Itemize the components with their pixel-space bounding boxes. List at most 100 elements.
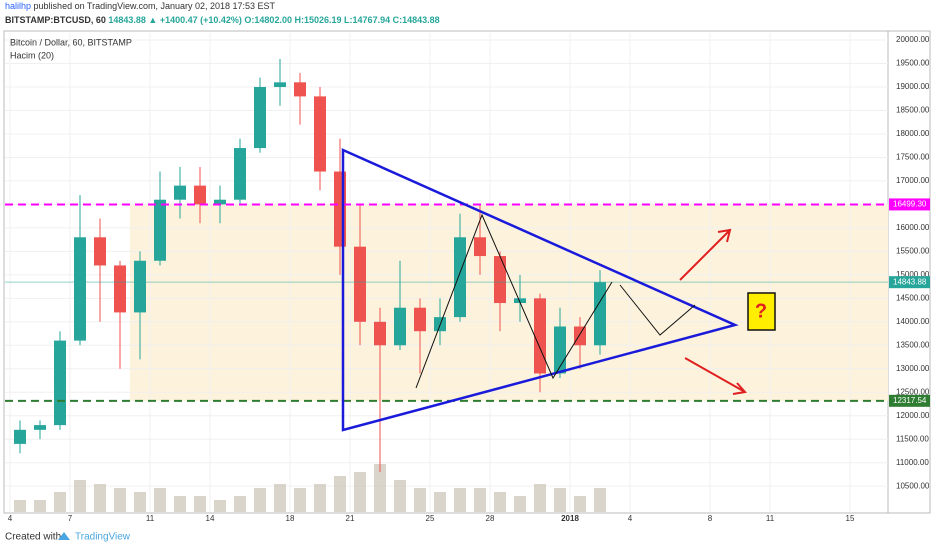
level-tag xyxy=(889,276,930,289)
volume-bar xyxy=(234,496,246,512)
y-tick-label: 12500.00 xyxy=(896,387,930,396)
volume-bar xyxy=(454,488,466,512)
volume-bar xyxy=(194,496,206,512)
candle-body xyxy=(234,148,246,200)
volume-bar xyxy=(414,488,426,512)
volume-bar xyxy=(354,472,366,512)
volume-bar xyxy=(214,500,226,512)
quote-line: BITSTAMP:BTCUSD, 60 14843.88 ▲ +1400.47 … xyxy=(5,15,440,25)
candle-body xyxy=(534,298,546,374)
level-label: 14843.88 xyxy=(893,277,927,286)
candle-body xyxy=(574,326,586,346)
candle-body xyxy=(14,429,26,444)
candle-body xyxy=(154,199,166,261)
y-tick-label: 10500.00 xyxy=(896,481,930,490)
volume-bar xyxy=(54,492,66,512)
candle-body xyxy=(314,96,326,172)
triangle xyxy=(341,148,739,432)
low: L:14767.94 xyxy=(344,15,390,25)
volume-bar xyxy=(154,488,166,512)
volume-bar xyxy=(14,500,26,512)
y-tick-label: 13000.00 xyxy=(896,364,930,373)
volume-bar xyxy=(174,496,186,512)
x-tick-label: 25 xyxy=(426,514,435,523)
level-label: 12317.54 xyxy=(893,396,927,405)
logo xyxy=(58,532,70,540)
y-tick-label: 18000.00 xyxy=(896,129,930,138)
symbol: BITSTAMP:BTCUSD, 60 xyxy=(5,15,106,25)
level-label: 16499.30 xyxy=(893,200,927,209)
projection-arrow xyxy=(619,284,696,336)
volume-bar xyxy=(94,484,106,512)
volume-bar xyxy=(294,488,306,512)
y-tick-label: 11500.00 xyxy=(896,434,929,443)
volume-bar xyxy=(314,484,326,512)
up-arrow-head xyxy=(717,228,732,243)
candle-body xyxy=(454,237,466,318)
volume-bar xyxy=(594,488,606,512)
y-tick-label: 19500.00 xyxy=(896,59,930,68)
volume-bar xyxy=(254,488,266,512)
high: H:15026.19 xyxy=(294,15,341,25)
question-mark: ? xyxy=(755,300,767,322)
candle-body xyxy=(594,282,606,346)
volume-bar xyxy=(374,464,386,512)
candle-body xyxy=(354,246,366,322)
volume-bar xyxy=(474,488,486,512)
volume-bar xyxy=(274,484,286,512)
y-tick-label: 15000.00 xyxy=(896,270,930,279)
candle-body xyxy=(114,265,126,313)
y-tick-label: 18500.00 xyxy=(896,106,930,115)
footer-created: Created with xyxy=(5,532,61,543)
candle-body xyxy=(274,82,286,88)
candle-body xyxy=(194,185,206,205)
candle-body xyxy=(214,199,226,205)
header-line: halilhp published on TradingView.com, Ja… xyxy=(5,1,276,11)
candle-body xyxy=(34,425,46,430)
candle-body xyxy=(134,260,146,313)
x-tick-label: 18 xyxy=(286,514,295,523)
y-tick-label: 13500.00 xyxy=(896,340,930,349)
volume-bar xyxy=(494,492,506,512)
y-tick-label: 20000.00 xyxy=(896,35,930,44)
candle-body xyxy=(254,87,266,149)
x-tick-label: 4 xyxy=(8,514,13,523)
candle-body xyxy=(414,307,426,332)
y-tick-label: 14500.00 xyxy=(896,293,930,302)
y-tick-label: 17000.00 xyxy=(896,176,930,185)
candle-body xyxy=(394,307,406,346)
candle-body xyxy=(74,237,86,341)
volume-bar xyxy=(574,496,586,512)
published: published on TradingView.com, January 02… xyxy=(34,1,276,11)
level-tag xyxy=(889,198,930,211)
x-tick-label: 28 xyxy=(486,514,495,523)
x-tick-label: 11 xyxy=(146,514,155,523)
y-tick-label: 15500.00 xyxy=(896,246,930,255)
volume-bar xyxy=(514,496,526,512)
y-tick-label: 17500.00 xyxy=(896,153,930,162)
candle-body xyxy=(174,185,186,200)
chart-title: Bitcoin / Dollar, 60, BITSTAMP xyxy=(10,37,132,47)
path-arrow xyxy=(415,213,613,389)
y-tick-label: 16000.00 xyxy=(896,223,930,232)
close: C:14843.88 xyxy=(393,15,440,25)
volume-bar xyxy=(434,492,446,512)
volume-bar xyxy=(394,480,406,512)
y-tick-label: 14000.00 xyxy=(896,317,930,326)
x-tick-label: 7 xyxy=(68,514,73,523)
volume-bar xyxy=(74,480,86,512)
footer-brand: TradingView xyxy=(75,532,131,543)
x-tick-label: 14 xyxy=(206,514,215,523)
annotations: ? xyxy=(341,148,776,432)
x-tick-label: 2018 xyxy=(561,514,579,523)
indicator-label: Hacim (20) xyxy=(10,50,54,60)
x-tick-label: 4 xyxy=(628,514,633,523)
candle-body xyxy=(494,256,506,304)
last: 14843.88 xyxy=(108,15,146,25)
question-box xyxy=(747,292,776,331)
candle-body xyxy=(474,237,486,257)
plot-frame xyxy=(3,30,931,514)
down-arrow xyxy=(684,357,746,393)
